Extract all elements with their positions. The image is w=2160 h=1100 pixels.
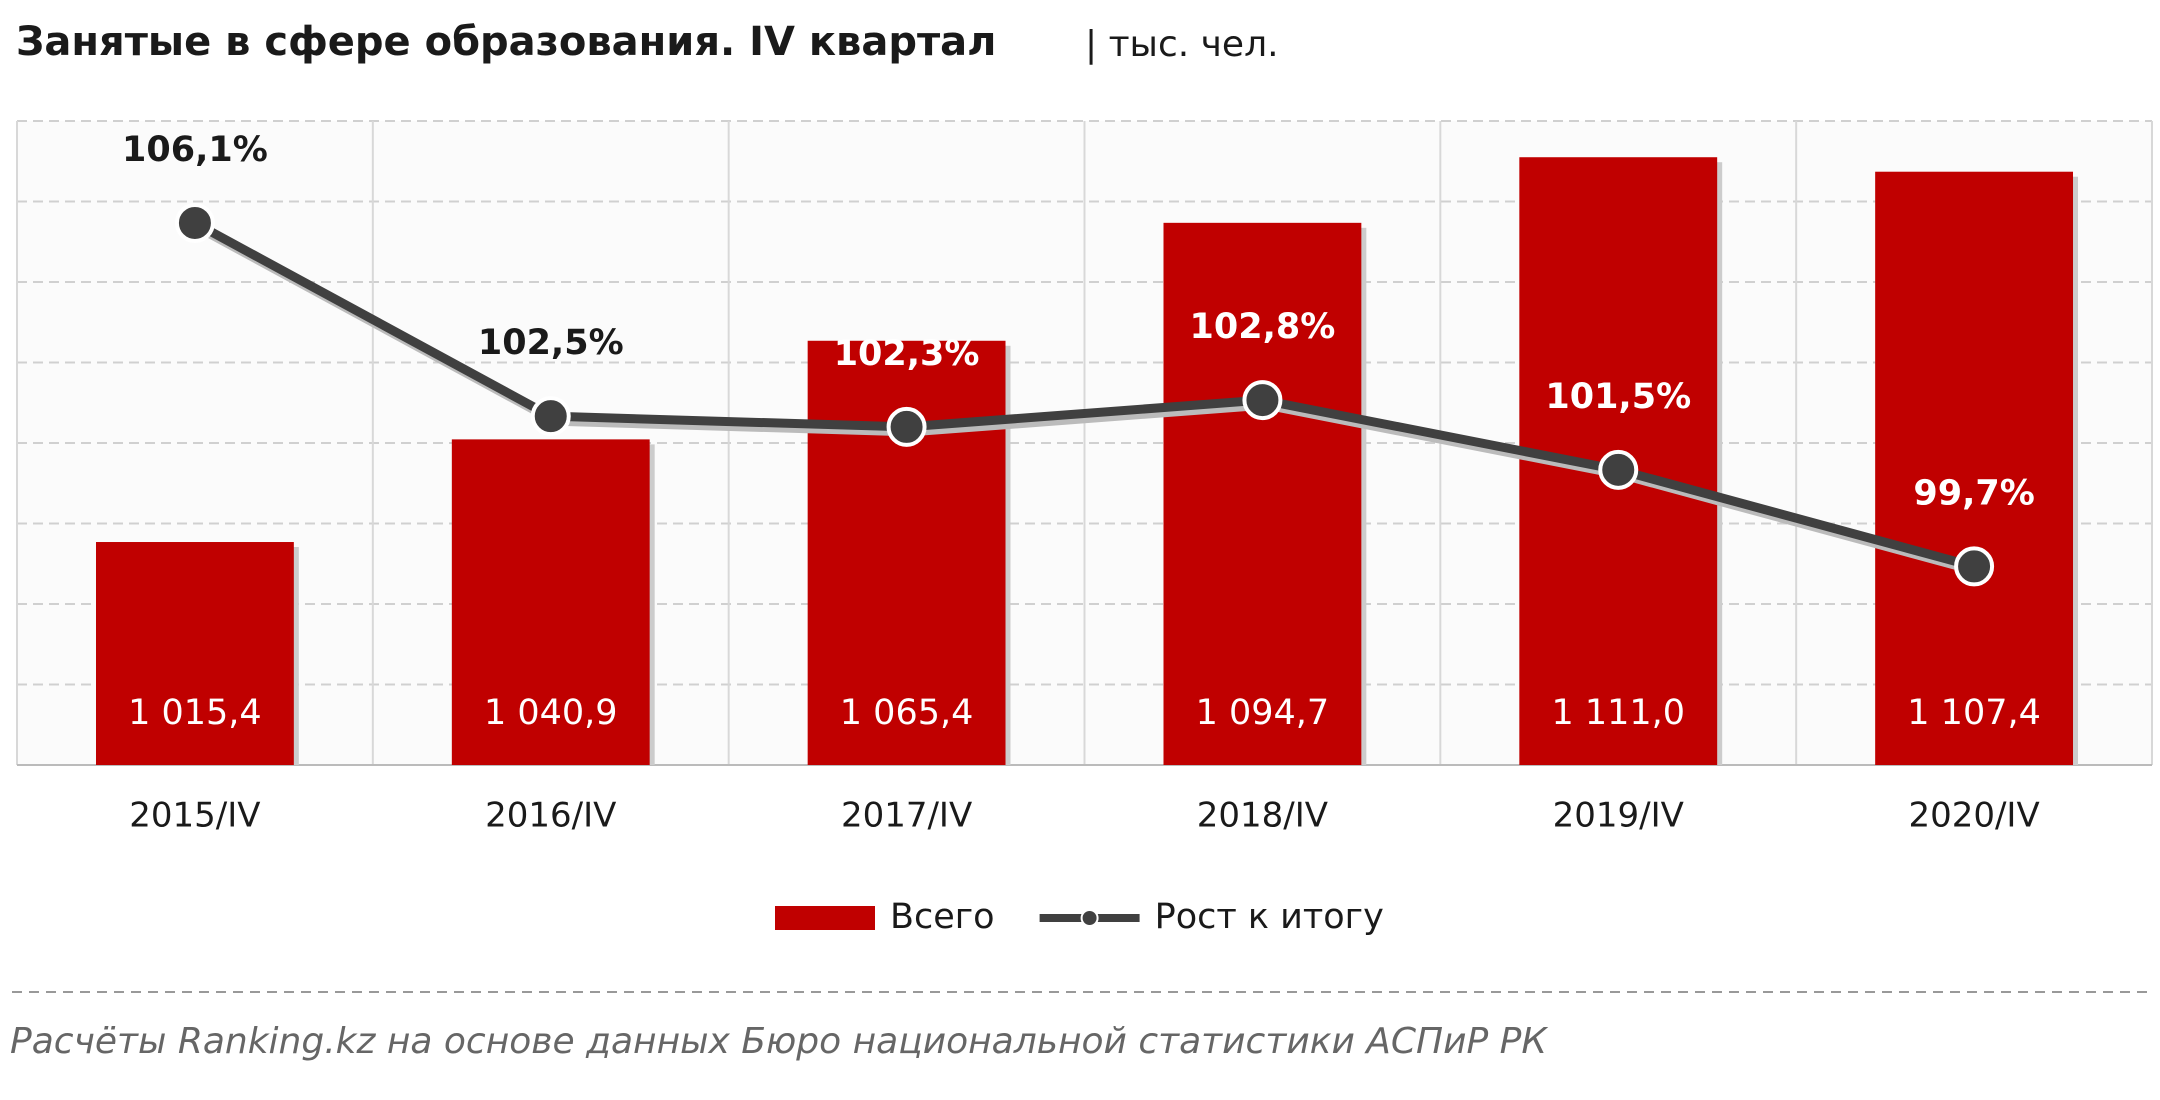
source-note: Расчёты Ranking.kz на основе данных Бюро…	[10, 1021, 1548, 1062]
bar-value-label: 1 040,9	[484, 693, 618, 733]
line-value-label: 102,8%	[1190, 307, 1336, 347]
legend-label: Всего	[890, 897, 995, 937]
line-marker	[1242, 380, 1283, 421]
line-value-label: 99,7%	[1913, 473, 2034, 513]
line-marker	[174, 202, 215, 243]
legend-swatch	[775, 906, 875, 930]
x-tick-label: 2015/IV	[129, 796, 260, 836]
legend-label: Рост к итогу	[1155, 897, 1384, 937]
chart-subtitle: | тыс. чел.	[1085, 24, 1279, 65]
line-value-label: 102,3%	[834, 334, 980, 374]
bar-value-label: 1 094,7	[1196, 693, 1330, 733]
line-marker	[886, 406, 927, 447]
bar-value-label: 1 065,4	[840, 693, 974, 733]
x-tick-label: 2020/IV	[1908, 796, 2039, 836]
x-tick-label: 2019/IV	[1553, 796, 1684, 836]
chart-title: Занятые в сфере образования. IV квартал	[16, 19, 996, 65]
line-value-label: 106,1%	[122, 130, 268, 170]
x-tick-label: 2017/IV	[841, 796, 972, 836]
line-value-label: 102,5%	[478, 323, 624, 363]
line-marker	[530, 396, 571, 437]
line	[192, 219, 1976, 571]
legend-marker	[1080, 909, 1099, 927]
bar-value-label: 1 107,4	[1907, 693, 2041, 733]
line-marker	[1598, 449, 1639, 490]
x-tick-label: 2016/IV	[485, 796, 616, 836]
line-marker	[1954, 546, 1995, 587]
line-value-label: 101,5%	[1545, 377, 1691, 417]
x-tick-label: 2018/IV	[1197, 796, 1328, 836]
bar-value-label: 1 015,4	[128, 693, 262, 733]
bar	[1163, 222, 1362, 765]
bar	[95, 542, 294, 765]
bar-value-label: 1 111,0	[1551, 693, 1685, 733]
bar	[1875, 171, 2074, 766]
bar	[451, 439, 650, 765]
